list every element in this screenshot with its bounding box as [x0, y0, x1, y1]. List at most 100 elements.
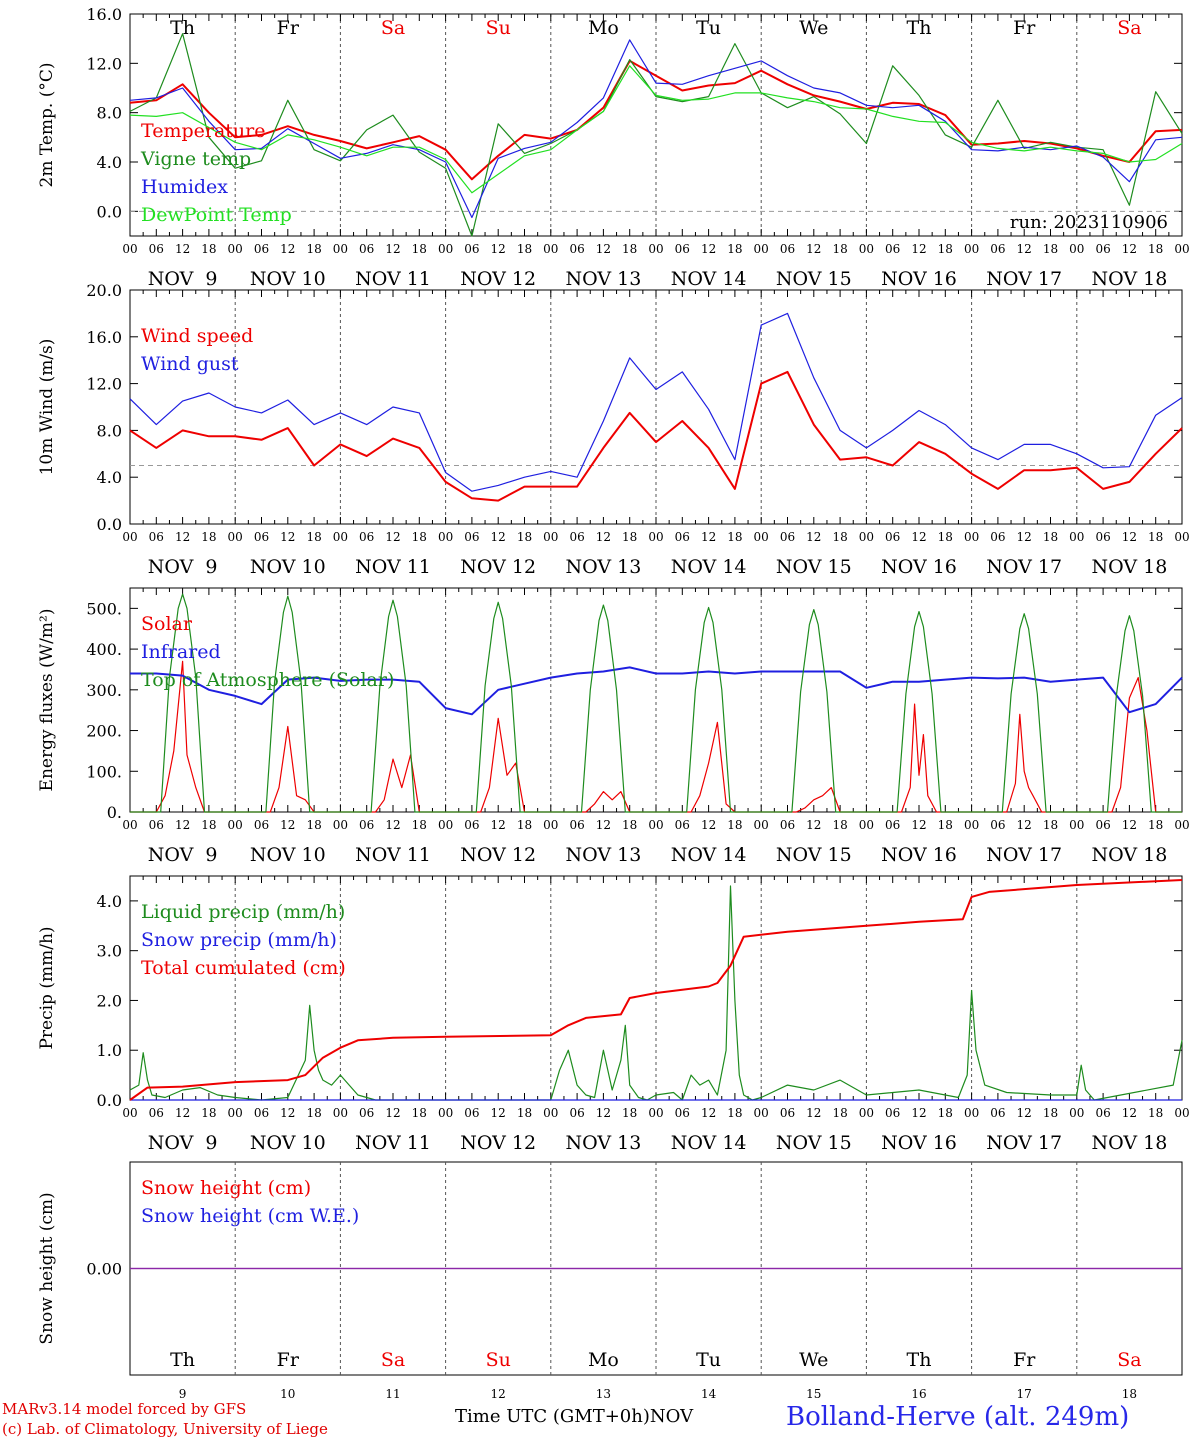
weekday-label: Fr: [1013, 1349, 1036, 1371]
date-label: NOV 11: [355, 844, 431, 866]
day-number-label: 17: [1017, 1387, 1032, 1401]
y-tick-label: 4.0: [97, 892, 122, 911]
date-label: NOV 10: [250, 844, 326, 866]
hour-tick-label: 18: [832, 1106, 847, 1120]
hour-tick-label: 12: [596, 818, 611, 832]
hour-tick-label: 06: [780, 530, 795, 544]
date-label: NOV 10: [250, 1132, 326, 1154]
y-tick-label: 0.0: [97, 202, 122, 221]
hour-tick-label: 00: [122, 818, 137, 832]
date-label: NOV 14: [671, 268, 747, 290]
day-number-label: 9: [179, 1387, 187, 1401]
day-number-label: 12: [491, 1387, 506, 1401]
legend-entry: Humidex: [141, 176, 228, 198]
series-line-wind-speed: [129, 370, 1183, 502]
hour-tick-label: 12: [1017, 242, 1032, 256]
hour-tick-label: 12: [911, 818, 926, 832]
hour-tick-label: 18: [622, 1106, 637, 1120]
hour-tick-label: 12: [806, 1106, 821, 1120]
series-line-wind-gust: [129, 312, 1183, 492]
y-axis-title: Precip (mm/h): [37, 926, 57, 1049]
legend-entry: Snow height (cm W.E.): [141, 1205, 359, 1227]
hour-tick-label: 12: [385, 242, 400, 256]
y-tick-label: 16.0: [86, 5, 122, 24]
weekday-label: Mo: [588, 1349, 619, 1371]
hour-tick-label: 18: [412, 1106, 427, 1120]
legend-entry: Snow precip (mm/h): [141, 929, 337, 951]
date-label: NOV 14: [671, 556, 747, 578]
hour-tick-label: 18: [1043, 1106, 1058, 1120]
hour-tick-label: 12: [701, 242, 716, 256]
hour-tick-label: 06: [149, 818, 164, 832]
hour-tick-label: 00: [648, 1106, 663, 1120]
hour-tick-label: 12: [280, 1106, 295, 1120]
hour-tick-label: 06: [885, 530, 900, 544]
date-label: NOV 15: [776, 268, 852, 290]
hour-tick-label: 00: [122, 1106, 137, 1120]
date-label: NOV 12: [460, 556, 536, 578]
hour-tick-label: 18: [727, 818, 742, 832]
legend-entry: Top of Atmosphere (Solar): [141, 669, 394, 691]
hour-tick-label: 18: [832, 818, 847, 832]
hour-tick-label: 00: [859, 242, 874, 256]
hour-tick-label: 06: [254, 530, 269, 544]
panel-energy: 0. 100. 200. 300. 400. 500. Energy fluxes (W/m…: [37, 587, 1190, 866]
hour-tick-label: 12: [1122, 242, 1137, 256]
hour-tick-label: 00: [859, 818, 874, 832]
date-label: NOV 16: [881, 268, 957, 290]
hour-tick-label: 06: [569, 530, 584, 544]
hour-tick-label: 12: [1017, 818, 1032, 832]
day-number-label: 18: [1122, 1387, 1137, 1401]
hour-tick-label: 06: [569, 818, 584, 832]
hour-tick-label: 06: [464, 242, 479, 256]
hour-tick-label: 00: [648, 818, 663, 832]
hour-tick-label: 18: [938, 818, 953, 832]
hour-tick-label: 18: [306, 242, 321, 256]
hour-tick-label: 18: [938, 242, 953, 256]
hour-tick-label: 18: [201, 1106, 216, 1120]
legend-entry: Total cumulated (cm): [141, 957, 346, 979]
series-line-total-cumulated-cm-: [129, 879, 1183, 1101]
hour-tick-label: 12: [280, 242, 295, 256]
hour-tick-label: 00: [754, 530, 769, 544]
weekday-label: Fr: [277, 17, 300, 39]
hour-tick-label: 00: [438, 1106, 453, 1120]
hour-tick-label: 18: [727, 1106, 742, 1120]
weekday-label: Tu: [696, 1349, 721, 1371]
date-label: NOV 9: [148, 844, 218, 866]
weekday-label: Th: [170, 17, 195, 39]
hour-tick-label: 06: [464, 530, 479, 544]
hour-tick-label: 00: [754, 1106, 769, 1120]
weekday-label: Th: [170, 1349, 195, 1371]
hour-tick-label: 00: [754, 818, 769, 832]
hour-tick-label: 12: [911, 530, 926, 544]
y-tick-label: 0.0: [97, 515, 122, 534]
hour-tick-label: 06: [885, 1106, 900, 1120]
weekday-label: Sa: [1117, 1349, 1141, 1371]
legend-entry: Solar: [141, 613, 193, 635]
hour-tick-label: 18: [306, 818, 321, 832]
hour-tick-label: 18: [517, 530, 532, 544]
y-axis-title: 2m Temp. (°C): [37, 62, 57, 187]
hour-tick-label: 12: [175, 530, 190, 544]
hour-tick-label: 00: [964, 1106, 979, 1120]
hour-tick-label: 06: [885, 242, 900, 256]
series-line-liquid-precip-mm-h-: [129, 885, 1183, 1101]
hour-tick-label: 00: [1174, 242, 1189, 256]
hour-tick-label: 06: [1095, 818, 1110, 832]
hour-tick-label: 12: [701, 1106, 716, 1120]
hour-tick-label: 12: [280, 530, 295, 544]
hour-tick-label: 18: [517, 1106, 532, 1120]
legend-entry: Wind speed: [141, 325, 253, 347]
date-label: NOV 10: [250, 268, 326, 290]
time-axis-text: Time UTC (GMT+0h): [455, 1406, 650, 1427]
hour-tick-label: 00: [333, 818, 348, 832]
hour-tick-label: 00: [333, 530, 348, 544]
hour-tick-label: 18: [412, 530, 427, 544]
hour-tick-label: 18: [306, 530, 321, 544]
hour-tick-label: 06: [254, 1106, 269, 1120]
y-tick-label: 1.0: [97, 1041, 122, 1060]
hour-tick-label: 12: [911, 242, 926, 256]
hour-tick-label: 12: [385, 1106, 400, 1120]
y-tick-label: 8.0: [97, 421, 122, 440]
